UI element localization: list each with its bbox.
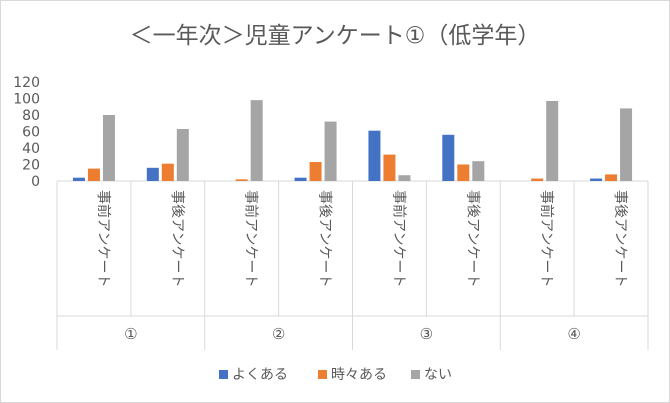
y-tick-label: 100 <box>13 92 40 108</box>
group-label: ② <box>272 325 285 343</box>
legend-label: よくある <box>232 367 288 383</box>
y-tick-label: 60 <box>22 125 40 141</box>
category-label: 事後アンケート <box>612 190 628 287</box>
bar <box>102 115 115 181</box>
legend-label: ない <box>424 367 452 383</box>
category-label: 事前アンケート <box>95 190 112 287</box>
y-tick-label: 120 <box>13 75 40 91</box>
bar <box>161 163 174 181</box>
legend-label: 時々ある <box>331 367 387 383</box>
bar <box>457 164 470 181</box>
y-tick-label: 40 <box>22 141 40 157</box>
bar <box>383 154 396 181</box>
legend: よくある 時々ある ない <box>219 367 452 383</box>
bars-layer <box>72 100 633 181</box>
category-label: 事後アンケート <box>317 190 333 287</box>
bar <box>472 161 485 181</box>
category-label: 事後アンケート <box>464 190 480 287</box>
category-label: 事前アンケート <box>243 190 260 287</box>
bar <box>590 178 603 181</box>
bar <box>294 177 307 181</box>
group-label: ③ <box>420 325 433 343</box>
bar <box>531 178 544 181</box>
bar <box>368 130 381 181</box>
bar <box>620 108 633 181</box>
legend-swatch <box>318 370 327 379</box>
bar <box>442 134 455 181</box>
category-label: 事後アンケート <box>169 190 185 287</box>
legend-swatch <box>411 370 420 379</box>
chart-title: ＜一年次＞児童アンケート①（低学年） <box>130 23 541 49</box>
bar <box>398 175 411 181</box>
bar <box>324 121 337 181</box>
bar <box>605 174 618 181</box>
bar <box>146 167 159 181</box>
bar <box>87 168 100 181</box>
y-tick-label: 20 <box>22 158 40 174</box>
y-tick-label: 0 <box>31 174 40 190</box>
category-labels: 事前アンケート 事後アンケート 事前アンケート 事後アンケート 事前アンケート 事後アンケ… <box>95 190 628 343</box>
bar <box>176 129 189 181</box>
bar <box>250 100 263 181</box>
bar <box>235 179 248 181</box>
bar <box>309 162 322 181</box>
category-label: 事前アンケート <box>538 190 555 287</box>
bar <box>72 177 85 181</box>
group-label: ① <box>124 325 137 343</box>
group-label: ④ <box>567 325 580 343</box>
y-tick-label: 80 <box>22 108 40 124</box>
category-label: 事前アンケート <box>390 190 407 287</box>
legend-swatch <box>219 370 228 379</box>
bar <box>546 100 559 181</box>
